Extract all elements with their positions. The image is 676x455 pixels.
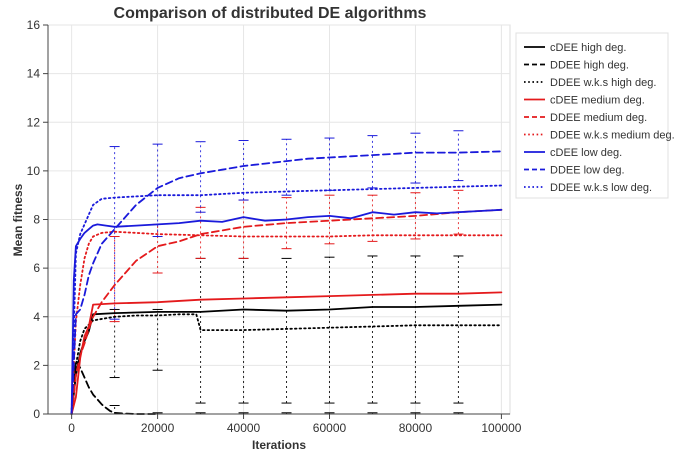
y-ticks: 0 2 4 6 8 10 12 14 16	[27, 18, 48, 421]
series-line	[70, 359, 159, 415]
error-bar	[281, 197, 292, 250]
series-line	[70, 208, 503, 415]
series-line	[70, 184, 503, 415]
error-bar	[453, 130, 464, 182]
y-tick-label: 8	[33, 213, 40, 227]
error-bar	[367, 255, 378, 404]
y-tick-label: 16	[27, 18, 41, 32]
error-bar	[324, 256, 335, 404]
error-bar	[109, 146, 120, 320]
legend-label: cDEE high deg.	[550, 42, 626, 54]
error-bar	[410, 255, 421, 404]
chart-title: Comparison of distributed DE algorithms	[114, 5, 427, 22]
error-bar	[152, 308, 163, 371]
error-bar	[410, 192, 421, 240]
legend-label: DDEE low deg.	[550, 165, 625, 177]
x-tick-label: 60000	[313, 421, 347, 435]
series-line	[70, 208, 503, 415]
y-tick-label: 10	[27, 164, 41, 178]
y-tick-label: 14	[27, 67, 41, 81]
series-lines	[70, 150, 503, 415]
plot-area	[47, 24, 511, 415]
legend-label: cDEE medium deg.	[550, 95, 645, 107]
error-bar	[195, 141, 206, 213]
legend-box	[515, 32, 669, 199]
y-tick-label: 4	[33, 310, 40, 324]
legend-label: DDEE w.k.s high deg.	[550, 77, 656, 89]
series-line	[70, 230, 503, 415]
error-bar	[324, 194, 335, 245]
legend-label: DDEE w.k.s low deg.	[550, 182, 652, 194]
error-bar	[109, 236, 120, 323]
y-axis-label: Mean fitness	[11, 183, 25, 256]
y-tick-label: 6	[33, 261, 40, 275]
x-tick-label: 20000	[141, 421, 175, 435]
legend: cDEE high deg. DDEE high deg. DDEE w.k.s h…	[515, 32, 675, 199]
y-tick-label: 2	[33, 358, 40, 372]
x-tick-label: 0	[68, 421, 75, 435]
error-bar	[152, 143, 163, 238]
error-bar	[367, 135, 378, 189]
error-bar	[281, 138, 292, 196]
error-bar	[281, 257, 292, 404]
y-tick-label: 12	[27, 115, 41, 129]
series-line	[70, 313, 503, 415]
x-axis-label: Iterations	[252, 438, 306, 452]
error-bar	[453, 255, 464, 404]
y-tick-label: 0	[33, 407, 40, 421]
x-ticks: 0 20000 40000 60000 80000 100000	[68, 414, 522, 435]
legend-label: DDEE w.k.s medium deg.	[550, 130, 675, 142]
legend-label: DDEE high deg.	[550, 60, 629, 72]
error-bar	[367, 194, 378, 242]
series-line	[70, 150, 503, 415]
error-bar	[195, 206, 206, 259]
x-tick-label: 80000	[399, 421, 433, 435]
legend-label: DDEE medium deg.	[550, 112, 647, 124]
error-bar	[238, 139, 249, 201]
x-tick-label: 100000	[481, 421, 521, 435]
legend-label: cDEE low deg.	[550, 147, 622, 159]
error-bar	[410, 132, 421, 184]
x-tick-label: 40000	[227, 421, 261, 435]
